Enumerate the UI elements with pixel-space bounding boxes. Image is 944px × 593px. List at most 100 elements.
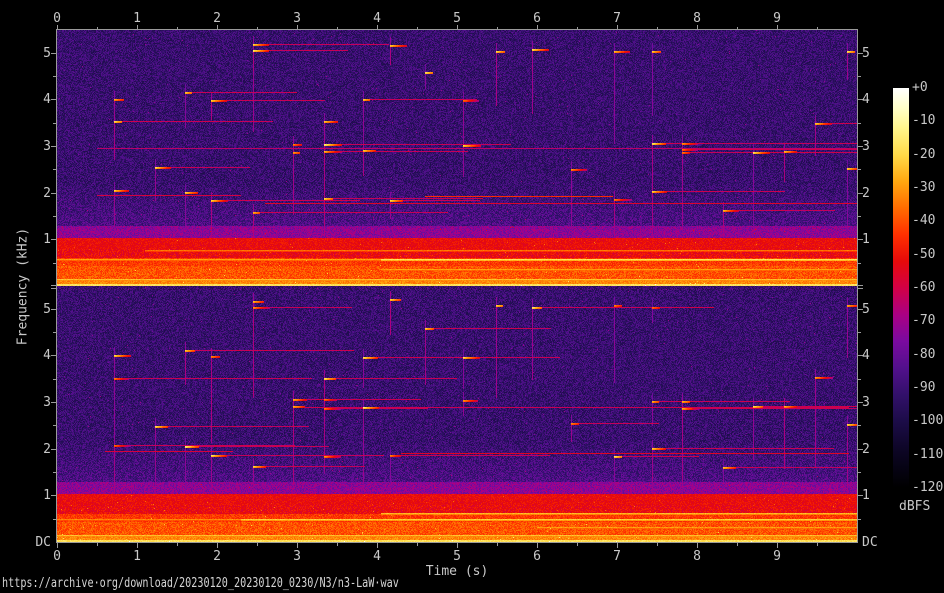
colorbar-tick-label: -20 xyxy=(912,146,936,162)
colorbar-tick-label: -110 xyxy=(912,446,944,462)
x-axis-title: Time (s) xyxy=(425,564,489,579)
time-major-tick-top xyxy=(617,25,618,30)
time-tick-label-top: 5 xyxy=(453,11,461,26)
time-tick-label-bottom: 4 xyxy=(373,549,381,564)
freq-minor-tick-right xyxy=(857,519,861,520)
time-tick-label-bottom: 2 xyxy=(213,549,221,564)
freq-major-tick-right xyxy=(857,309,863,310)
freq-major-tick-right xyxy=(857,193,863,194)
time-minor-tick-top xyxy=(257,27,258,30)
colorbar-tick-label: -80 xyxy=(912,346,936,362)
time-major-tick-bottom xyxy=(617,543,618,548)
freq-tick-label-left: 5 xyxy=(43,302,51,317)
time-major-tick-bottom xyxy=(777,543,778,548)
freq-minor-tick-left xyxy=(53,379,57,380)
time-minor-tick-bottom xyxy=(497,543,498,546)
time-major-tick-top xyxy=(217,25,218,30)
time-minor-tick-bottom xyxy=(257,543,258,546)
freq-major-tick-right xyxy=(857,53,863,54)
freq-major-tick-left xyxy=(51,239,57,240)
freq-minor-tick-right xyxy=(857,76,861,77)
time-minor-tick-top xyxy=(577,27,578,30)
dc-label-left: DC xyxy=(35,535,51,550)
freq-tick-label-left: 5 xyxy=(43,46,51,61)
time-major-tick-bottom xyxy=(217,543,218,548)
freq-major-tick-left xyxy=(51,449,57,450)
freq-tick-label-left: 1 xyxy=(43,488,51,503)
time-tick-label-top: 4 xyxy=(373,11,381,26)
freq-tick-label-right: 1 xyxy=(862,232,870,247)
dc-tick-left xyxy=(51,288,57,289)
time-minor-tick-top xyxy=(737,27,738,30)
colorbar-tick-label: -100 xyxy=(912,413,944,429)
freq-minor-tick-right xyxy=(857,472,861,473)
freq-minor-tick-right xyxy=(857,123,861,124)
freq-minor-tick-left xyxy=(53,123,57,124)
dc-label-right: DC xyxy=(862,535,878,550)
time-major-tick-top xyxy=(697,25,698,30)
time-tick-label-top: 6 xyxy=(533,11,541,26)
time-major-tick-bottom xyxy=(457,543,458,548)
freq-tick-label-left: 4 xyxy=(43,92,51,107)
time-minor-tick-bottom xyxy=(97,543,98,546)
time-major-tick-top xyxy=(457,25,458,30)
time-minor-tick-top xyxy=(817,27,818,30)
time-tick-label-top: 0 xyxy=(53,11,61,26)
time-tick-label-top: 8 xyxy=(693,11,701,26)
time-minor-tick-top xyxy=(417,27,418,30)
time-tick-label-top: 9 xyxy=(773,11,781,26)
freq-minor-tick-left xyxy=(53,169,57,170)
freq-major-tick-right xyxy=(857,99,863,100)
freq-major-tick-right xyxy=(857,402,863,403)
time-tick-label-bottom: 8 xyxy=(693,549,701,564)
freq-tick-label-left: 2 xyxy=(43,442,51,457)
freq-major-tick-right xyxy=(857,449,863,450)
time-tick-label-top: 3 xyxy=(293,11,301,26)
freq-major-tick-left xyxy=(51,355,57,356)
colorbar-unit-label: dBFS xyxy=(899,499,931,514)
time-major-tick-top xyxy=(297,25,298,30)
time-tick-label-bottom: 6 xyxy=(533,549,541,564)
freq-tick-label-right: 1 xyxy=(862,488,870,503)
time-major-tick-top xyxy=(137,25,138,30)
colorbar-tick-label: -60 xyxy=(912,280,936,295)
freq-major-tick-left xyxy=(51,193,57,194)
time-major-tick-bottom xyxy=(137,543,138,548)
freq-tick-label-left: 1 xyxy=(43,232,51,247)
time-tick-label-bottom: 1 xyxy=(133,549,141,564)
time-minor-tick-top xyxy=(337,27,338,30)
colorbar-tick-label: -50 xyxy=(912,246,936,262)
time-minor-tick-top xyxy=(497,27,498,30)
colorbar-tick-label: -10 xyxy=(912,113,936,129)
dc-tick-left xyxy=(51,285,57,286)
freq-minor-tick-right xyxy=(857,169,861,170)
time-minor-tick-bottom xyxy=(737,543,738,546)
time-tick-label-top: 1 xyxy=(133,11,141,26)
freq-tick-label-right: 3 xyxy=(862,139,870,154)
time-major-tick-top xyxy=(377,25,378,30)
colorbar-tick-label: -90 xyxy=(912,380,936,395)
spectrogram-canvas xyxy=(57,30,857,542)
freq-major-tick-right xyxy=(857,146,863,147)
freq-minor-tick-right xyxy=(857,379,861,380)
time-minor-tick-bottom xyxy=(177,543,178,546)
freq-minor-tick-left xyxy=(53,263,57,264)
freq-minor-tick-right xyxy=(857,263,861,264)
dc-tick-right xyxy=(857,285,863,286)
freq-tick-label-right: 2 xyxy=(862,186,870,201)
source-url-caption: https://archive·org/download/20230120_20… xyxy=(2,576,399,591)
time-tick-label-bottom: 3 xyxy=(293,549,301,564)
colorbar-tick-label: -120 xyxy=(912,480,944,495)
freq-tick-label-left: 3 xyxy=(43,395,51,410)
freq-minor-tick-right xyxy=(857,425,861,426)
time-tick-label-top: 2 xyxy=(213,11,221,26)
freq-tick-label-right: 3 xyxy=(862,395,870,410)
freq-minor-tick-left xyxy=(53,472,57,473)
time-major-tick-bottom xyxy=(297,543,298,548)
time-tick-label-top: 7 xyxy=(613,11,621,26)
freq-minor-tick-right xyxy=(857,332,861,333)
freq-major-tick-left xyxy=(51,53,57,54)
freq-major-tick-left xyxy=(51,402,57,403)
dc-tick-right xyxy=(857,288,863,289)
